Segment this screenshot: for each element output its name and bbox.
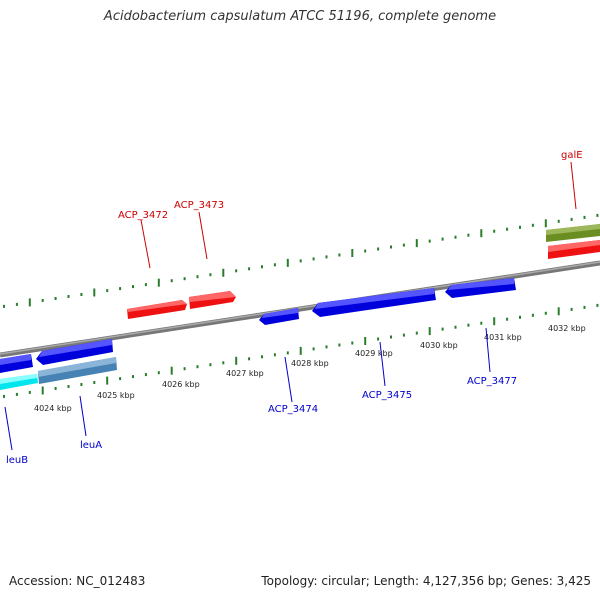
kbp-label-4026: 4026 kbp — [162, 380, 200, 389]
gene-leuA-arrow[interactable] — [36, 339, 113, 365]
gene-ACP_3474-arrow[interactable] — [259, 308, 299, 325]
gene-galE-arrow[interactable] — [548, 240, 600, 259]
kbp-label-4031: 4031 kbp — [484, 333, 522, 342]
kbp-label-4024: 4024 kbp — [34, 404, 72, 413]
leader-ACP_3474 — [284, 356, 293, 403]
kbp-label-4029: 4029 kbp — [355, 349, 393, 358]
gene-label-ACP_3475[interactable]: ACP_3475 — [362, 390, 412, 401]
gene-label-leuA[interactable]: leuA — [80, 440, 102, 451]
gene-steel-block[interactable] — [38, 357, 117, 384]
kbp-label-4025: 4025 kbp — [97, 391, 135, 400]
kbp-label-4032: 4032 kbp — [548, 324, 586, 333]
gene-ACP_3475-arrow[interactable] — [312, 288, 436, 317]
accession-text: Accession: NC_012483 — [9, 574, 146, 588]
leader-ACP_3475 — [379, 341, 386, 387]
leader-ACP_3472 — [140, 219, 151, 269]
gene-olive-block[interactable] — [546, 224, 600, 242]
kbp-label-4030: 4030 kbp — [420, 341, 458, 350]
leader-ACP_3473 — [198, 211, 208, 260]
leader-leuA — [79, 395, 87, 437]
leader-ACP_3477 — [485, 327, 491, 373]
kbp-label-4028: 4028 kbp — [291, 359, 329, 368]
gene-label-ACP_3474[interactable]: ACP_3474 — [268, 404, 318, 415]
kbp-label-4027: 4027 kbp — [226, 369, 264, 378]
gene-ACP_3472-arrow[interactable] — [127, 300, 187, 319]
gene-ACP_3473-arrow[interactable] — [189, 291, 236, 309]
gene-ACP_3477-arrow[interactable] — [445, 278, 516, 298]
upper-tick-row — [3, 213, 599, 308]
gene-label-ACP_3473[interactable]: ACP_3473 — [174, 200, 224, 211]
genome-backbone-highlight — [0, 261, 600, 355]
genome-backbone — [0, 260, 600, 358]
gene-label-leuB[interactable]: leuB — [6, 455, 28, 466]
lower-tick-row — [3, 303, 599, 398]
leader-galE — [570, 161, 577, 210]
gene-cyan-block[interactable] — [0, 374, 38, 390]
leader-leuB — [4, 406, 13, 451]
genome-stats-text: Topology: circular; Length: 4,127,356 bp… — [261, 574, 591, 588]
map-title: Acidobacterium capsulatum ATCC 51196, co… — [103, 9, 497, 24]
gene-leuB-arrow[interactable] — [0, 354, 33, 373]
gene-label-galE[interactable]: galE — [561, 150, 583, 161]
gene-label-ACP_3477[interactable]: ACP_3477 — [467, 376, 517, 387]
gene-label-ACP_3472[interactable]: ACP_3472 — [118, 210, 168, 221]
